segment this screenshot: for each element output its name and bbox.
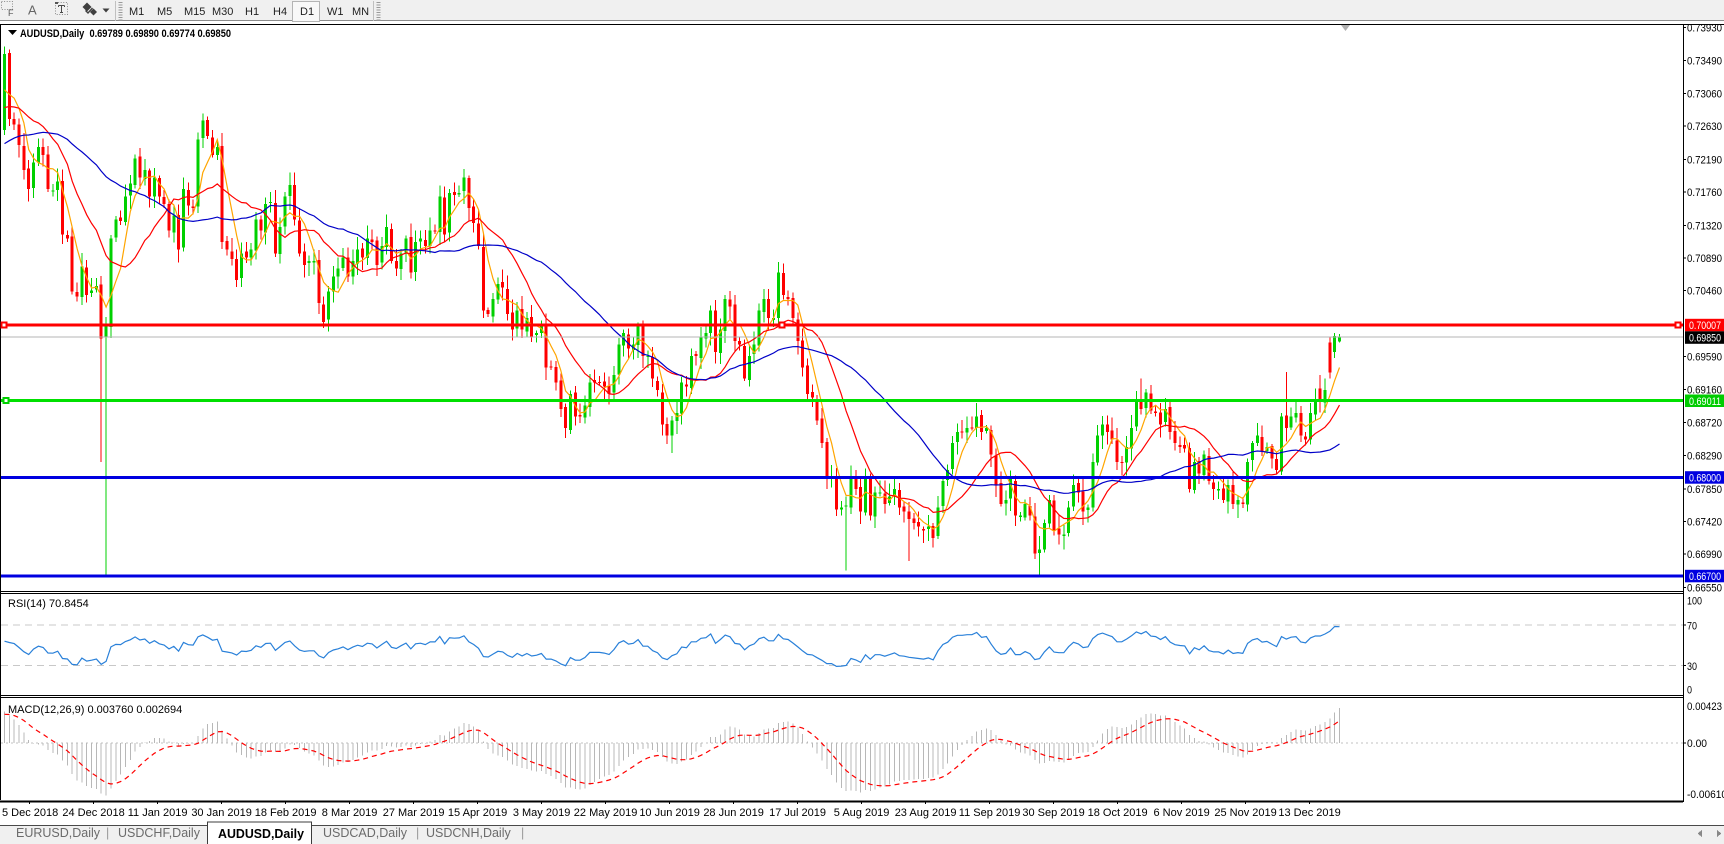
svg-text:D1: D1 [300, 6, 314, 18]
svg-text:0.69590: 0.69590 [1687, 352, 1722, 364]
svg-text:0.69011: 0.69011 [1689, 396, 1721, 408]
svg-text:11 Jan 2019: 11 Jan 2019 [128, 807, 188, 819]
svg-text:24 Dec 2018: 24 Dec 2018 [62, 807, 124, 819]
svg-text:M30: M30 [212, 6, 233, 18]
svg-text:M1: M1 [129, 6, 144, 18]
svg-text:-0.00610: -0.00610 [1687, 789, 1724, 801]
svg-text:0.67420: 0.67420 [1687, 516, 1722, 528]
svg-text:10 Jun 2019: 10 Jun 2019 [639, 807, 700, 819]
svg-text:H1: H1 [245, 6, 259, 18]
svg-text:0.67850: 0.67850 [1687, 484, 1722, 496]
svg-text:18 Feb 2019: 18 Feb 2019 [255, 807, 317, 819]
svg-text:0.72190: 0.72190 [1687, 154, 1722, 166]
svg-text:27 Mar 2019: 27 Mar 2019 [383, 807, 445, 819]
svg-text:0.70460: 0.70460 [1687, 286, 1722, 298]
svg-text:11 Sep 2019: 11 Sep 2019 [959, 807, 1021, 819]
svg-text:0.66700: 0.66700 [1689, 571, 1721, 583]
svg-text:W1: W1 [327, 6, 344, 18]
svg-text:6 Nov 2019: 6 Nov 2019 [1153, 807, 1209, 819]
svg-text:0.72630: 0.72630 [1687, 121, 1722, 133]
svg-text:70: 70 [1687, 621, 1697, 633]
svg-text:0.69160: 0.69160 [1687, 384, 1722, 396]
svg-text:H4: H4 [273, 6, 287, 18]
svg-text:25 Nov 2019: 25 Nov 2019 [1214, 807, 1276, 819]
svg-text:MN: MN [352, 6, 369, 18]
svg-text:22 May 2019: 22 May 2019 [574, 807, 638, 819]
svg-text:5 Aug 2019: 5 Aug 2019 [834, 807, 890, 819]
svg-text:0.00: 0.00 [1687, 738, 1707, 750]
svg-text:30 Sep 2019: 30 Sep 2019 [1022, 807, 1084, 819]
svg-text:0.71320: 0.71320 [1687, 220, 1722, 232]
svg-text:0.66990: 0.66990 [1687, 549, 1722, 561]
svg-text:USDCNH,Daily: USDCNH,Daily [426, 826, 511, 840]
svg-text:|: | [106, 826, 109, 840]
svg-text:AUDUSD,Daily: AUDUSD,Daily [218, 827, 304, 841]
svg-text:M5: M5 [157, 6, 172, 18]
svg-text:MACD(12,26,9) 0.003760 0.00269: MACD(12,26,9) 0.003760 0.002694 [8, 704, 182, 716]
svg-text:0.68290: 0.68290 [1687, 450, 1722, 462]
svg-text:A: A [28, 3, 37, 18]
svg-text:13 Dec 2019: 13 Dec 2019 [1278, 807, 1340, 819]
svg-text:0.68720: 0.68720 [1687, 418, 1722, 430]
svg-text:0.66550: 0.66550 [1687, 582, 1722, 594]
svg-text:0: 0 [1687, 685, 1692, 697]
svg-text:0.73060: 0.73060 [1687, 88, 1722, 100]
svg-text:0.00423: 0.00423 [1687, 701, 1722, 713]
svg-text:0.68000: 0.68000 [1689, 473, 1721, 485]
svg-text:0.69850: 0.69850 [1689, 333, 1721, 345]
svg-text:USDCHF,Daily: USDCHF,Daily [118, 826, 201, 840]
svg-text:EURUSD,Daily: EURUSD,Daily [16, 826, 101, 840]
svg-text:|: | [416, 826, 419, 840]
svg-text:100: 100 [1687, 596, 1702, 608]
svg-text:8 Mar 2019: 8 Mar 2019 [322, 807, 378, 819]
svg-text:18 Oct 2019: 18 Oct 2019 [1088, 807, 1148, 819]
svg-text:0.73490: 0.73490 [1687, 56, 1722, 68]
svg-text:0.73930: 0.73930 [1687, 22, 1722, 34]
svg-text:0.70890: 0.70890 [1687, 253, 1722, 265]
svg-text:30: 30 [1687, 661, 1697, 673]
svg-text:3 May 2019: 3 May 2019 [513, 807, 570, 819]
svg-text:5 Dec 2018: 5 Dec 2018 [2, 807, 58, 819]
svg-text:17 Jul 2019: 17 Jul 2019 [769, 807, 826, 819]
svg-text:23 Aug 2019: 23 Aug 2019 [895, 807, 957, 819]
svg-text:M15: M15 [184, 6, 205, 18]
svg-text:RSI(14) 70.8454: RSI(14) 70.8454 [8, 598, 89, 610]
svg-text:|: | [521, 826, 524, 840]
svg-text:AUDUSD,Daily 0.69789 0.69890: AUDUSD,Daily 0.69789 0.69890 0.69774 0.6… [20, 28, 231, 40]
svg-text:0.71760: 0.71760 [1687, 187, 1722, 199]
svg-text:15 Apr 2019: 15 Apr 2019 [448, 807, 507, 819]
svg-text:30 Jan 2019: 30 Jan 2019 [191, 807, 252, 819]
svg-text:USDCAD,Daily: USDCAD,Daily [323, 826, 408, 840]
svg-text:0.70007: 0.70007 [1689, 320, 1721, 332]
svg-text:28 Jun 2019: 28 Jun 2019 [703, 807, 764, 819]
svg-text:F: F [8, 8, 14, 18]
